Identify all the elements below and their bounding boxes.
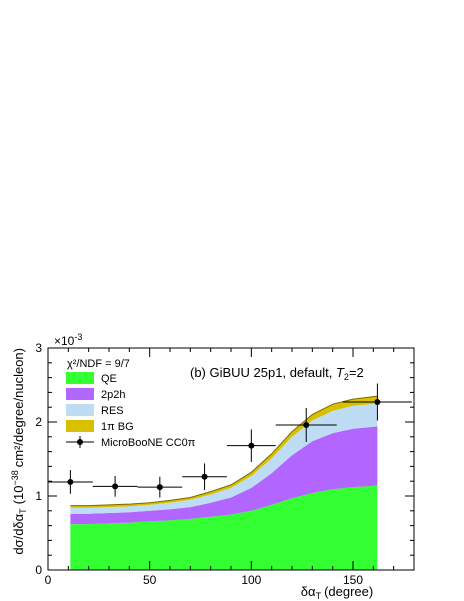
data-point bbox=[92, 476, 138, 497]
data-point bbox=[226, 429, 276, 462]
x-tick-label: 0 bbox=[45, 573, 52, 587]
chi2-label: χ²/NDF = 9/7 bbox=[67, 358, 130, 370]
data-point bbox=[48, 470, 93, 494]
data-point bbox=[275, 407, 337, 442]
legend-swatch-1pi-bg bbox=[66, 420, 94, 432]
total-outline bbox=[70, 395, 378, 507]
data-points bbox=[48, 383, 412, 498]
data-marker bbox=[112, 483, 119, 490]
legend-swatch-res bbox=[66, 404, 94, 416]
data-marker bbox=[156, 484, 163, 491]
y-multiplier: ×10-3 bbox=[54, 332, 82, 348]
stacked-areas bbox=[70, 395, 378, 570]
data-marker bbox=[248, 442, 255, 449]
data-point bbox=[182, 463, 227, 491]
axis-ticks: 0 50 100 150 0 1 2 3 bbox=[35, 341, 415, 587]
x-tick-label: 100 bbox=[241, 573, 261, 587]
legend-label-qe: QE bbox=[101, 373, 117, 385]
data-marker bbox=[374, 399, 381, 406]
legend-label-data: MicroBooNE CC0π bbox=[101, 437, 196, 449]
y-tick-label: 1 bbox=[35, 489, 42, 503]
legend-label-1pi-bg: 1π BG bbox=[101, 421, 134, 433]
legend-marker-point bbox=[77, 439, 83, 445]
data-point bbox=[342, 383, 412, 421]
legend-label-res: RES bbox=[101, 405, 124, 417]
y-tick-label: 0 bbox=[35, 563, 42, 577]
y-tick-label: 2 bbox=[35, 415, 42, 429]
y-tick-label: 3 bbox=[35, 341, 42, 355]
y-axis-label: dσ/dδαT(10−38cm²/degree/nucleon) bbox=[10, 348, 28, 555]
x-tick-label: 150 bbox=[343, 573, 363, 587]
legend-swatch-qe bbox=[66, 372, 94, 384]
legend-label-2p2h: 2p2h bbox=[101, 389, 125, 401]
data-marker bbox=[201, 473, 208, 480]
legend-swatch-2p2h bbox=[66, 388, 94, 400]
area-qe bbox=[70, 485, 378, 570]
area-res bbox=[70, 403, 378, 514]
legend: χ²/NDF = 9/7 QE 2p2h RES 1π BG MicroBooN… bbox=[66, 358, 196, 449]
data-marker bbox=[303, 421, 310, 428]
data-point bbox=[137, 476, 183, 498]
area-2p2h bbox=[70, 426, 378, 525]
x-tick-label: 50 bbox=[143, 573, 157, 587]
chart-annotation: (b) GiBUU 25p1, default, T2=2 bbox=[190, 365, 364, 382]
data-marker bbox=[67, 478, 74, 485]
area-1-bg bbox=[70, 396, 378, 508]
x-axis-label: δαT (degree) bbox=[301, 584, 373, 601]
